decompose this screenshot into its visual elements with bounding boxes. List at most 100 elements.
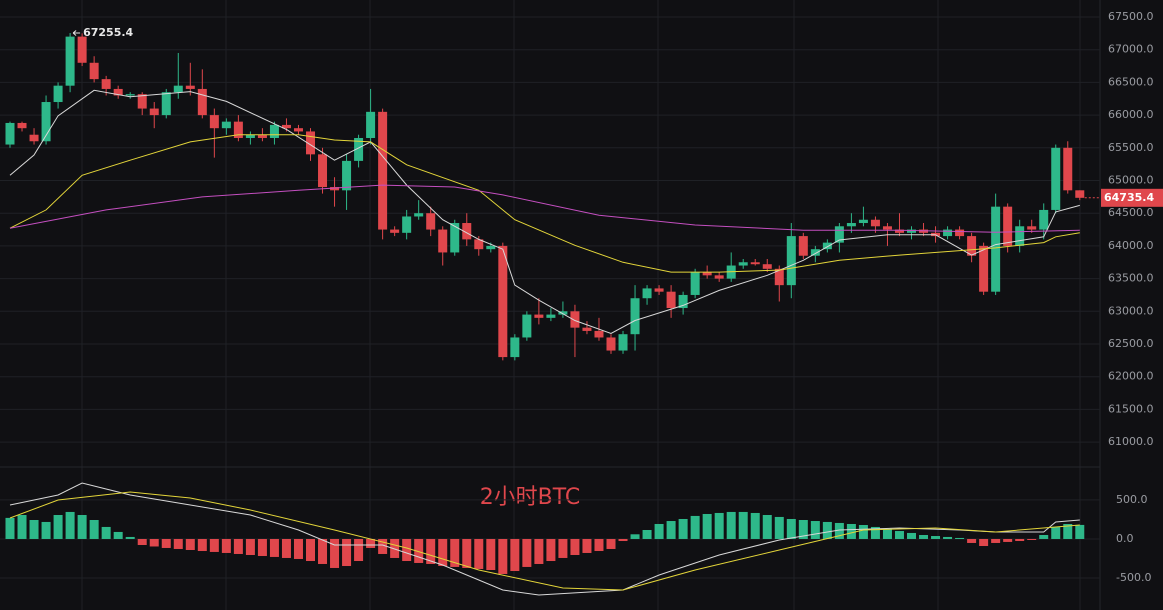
macd-bar (1027, 538, 1037, 540)
macd-bar (1015, 538, 1025, 542)
macd-tick-label: 0.0 (1116, 532, 1134, 545)
macd-bar (919, 535, 929, 539)
candle-body (245, 134, 255, 138)
candle-body (498, 245, 508, 358)
candle-body (366, 111, 376, 138)
y-tick-label: 61000.0 (1108, 435, 1154, 448)
candle-body (618, 334, 628, 351)
macd-bar (233, 538, 243, 554)
macd-bar (1051, 526, 1061, 539)
macd-bar (846, 523, 856, 539)
ma-line (9, 134, 1080, 273)
candle-body (582, 327, 592, 331)
macd-bar (870, 526, 880, 539)
macd-bar (450, 538, 460, 567)
candle-body (894, 229, 904, 233)
candle-body (257, 134, 267, 138)
candle-body (161, 92, 171, 116)
candle-body (702, 272, 712, 276)
macd-bar (786, 518, 796, 539)
y-tick-label: 64000.0 (1108, 239, 1154, 252)
macd-bar (943, 536, 953, 539)
macd-bar (510, 538, 520, 572)
candle-body (522, 314, 532, 338)
candle-body (1003, 206, 1013, 246)
macd-tick-label: 500.0 (1116, 493, 1148, 506)
y-tick-label: 64500.0 (1108, 206, 1154, 219)
macd-bar (690, 515, 700, 539)
macd-bar (894, 531, 904, 539)
macd-bar (654, 523, 664, 539)
macd-bar (53, 515, 63, 539)
candle-body (89, 62, 99, 80)
candle-body (870, 219, 880, 227)
candle-body (810, 249, 820, 256)
macd-bar (462, 538, 472, 568)
candle-body (113, 88, 123, 96)
candle-body (197, 88, 207, 116)
macd-bar (762, 515, 772, 539)
macd-bar (402, 538, 412, 562)
y-tick-label: 65000.0 (1108, 174, 1154, 187)
macd-bar (822, 521, 832, 539)
candle-body (330, 187, 340, 191)
macd-bar (17, 515, 27, 539)
candle-body (846, 223, 856, 227)
candle-body (173, 85, 183, 93)
candle-body (486, 245, 496, 250)
macd-bar (714, 512, 724, 539)
candle-body (414, 213, 424, 217)
candle-body (991, 206, 1001, 292)
macd-bar (1063, 523, 1073, 539)
candle-body (606, 337, 616, 351)
macd-bar (546, 538, 556, 562)
macd-bar (281, 538, 291, 558)
macd-bar (534, 538, 544, 564)
macd-bar (197, 538, 207, 552)
macd-bar (1039, 535, 1049, 539)
macd-bar (5, 517, 15, 539)
candle-body (534, 314, 544, 318)
macd-bar (642, 530, 652, 539)
candle-body (1039, 209, 1049, 230)
candle-body (41, 102, 51, 142)
macd-bar (113, 531, 123, 539)
candle-body (1027, 226, 1037, 230)
macd-bar (594, 538, 604, 552)
macd-bar (882, 528, 892, 539)
candle-body (907, 229, 916, 233)
y-tick-label: 63000.0 (1108, 304, 1154, 317)
ma-line (9, 184, 1080, 233)
candle-body (594, 330, 604, 338)
macd-bar (618, 538, 628, 542)
macd-bar (522, 538, 532, 567)
candle-body (955, 229, 965, 237)
candle-body (77, 36, 87, 63)
macd-bar (269, 538, 279, 557)
y-tick-label: 61500.0 (1108, 402, 1154, 415)
macd-bar (774, 516, 784, 539)
macd-bar (41, 521, 51, 539)
macd-bar (185, 538, 195, 550)
ma-line (9, 89, 1080, 335)
macd-bar (390, 538, 400, 558)
candle-body (29, 134, 39, 142)
y-tick-label: 66500.0 (1108, 75, 1154, 88)
candle-body (678, 294, 688, 309)
macd-bar (342, 538, 352, 567)
macd-bar (810, 521, 820, 539)
candle-body (1051, 147, 1061, 210)
macd-bar (1075, 524, 1085, 539)
candle-body (750, 262, 760, 265)
macd-bar (29, 520, 39, 539)
candle-body (137, 94, 147, 109)
candle-body (462, 223, 472, 240)
y-tick-label: 65500.0 (1108, 141, 1154, 154)
macd-bar (738, 511, 748, 539)
macd-bar (257, 538, 267, 557)
macd-bar (991, 538, 1001, 543)
candle-body (53, 85, 63, 103)
candle-body (378, 111, 388, 230)
candle-body (426, 213, 436, 230)
candle-body (342, 160, 352, 191)
